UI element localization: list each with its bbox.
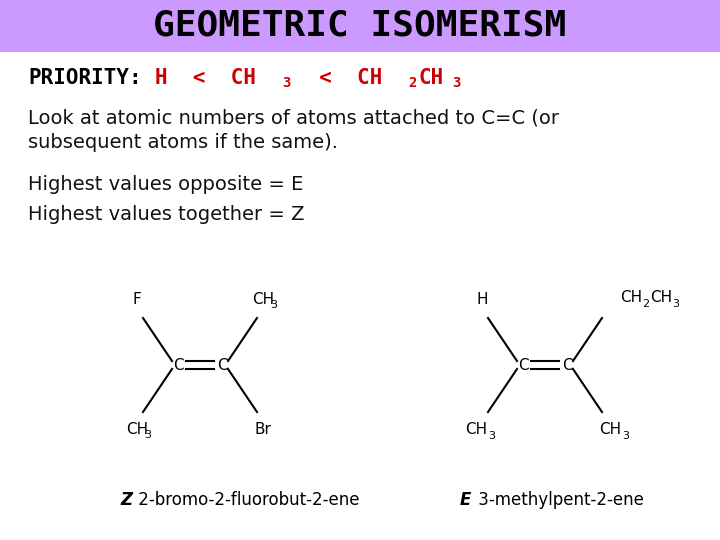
- Text: CH: CH: [620, 291, 642, 306]
- Text: 3: 3: [623, 431, 629, 441]
- Text: C: C: [217, 357, 228, 373]
- Text: 3: 3: [271, 300, 277, 310]
- Text: CH: CH: [599, 422, 621, 437]
- Text: E: E: [460, 491, 472, 509]
- Text: Br: Br: [255, 422, 271, 437]
- Text: F: F: [132, 293, 141, 307]
- Text: C: C: [562, 357, 572, 373]
- Text: CH: CH: [126, 422, 148, 437]
- Text: Highest values opposite = E: Highest values opposite = E: [28, 176, 303, 194]
- Text: H: H: [476, 293, 487, 307]
- Text: GEOMETRIC ISOMERISM: GEOMETRIC ISOMERISM: [153, 9, 567, 43]
- Text: C: C: [518, 357, 528, 373]
- Text: Look at atomic numbers of atoms attached to C=C (or: Look at atomic numbers of atoms attached…: [28, 109, 559, 127]
- Text: C: C: [173, 357, 184, 373]
- Text: 3: 3: [282, 76, 290, 90]
- Text: 3: 3: [672, 299, 679, 309]
- Text: CH: CH: [650, 291, 672, 306]
- Text: subsequent atoms if the same).: subsequent atoms if the same).: [28, 133, 338, 152]
- Text: <  CH: < CH: [294, 68, 382, 88]
- Text: 2: 2: [642, 299, 649, 309]
- Text: 3-methylpent-2-ene: 3-methylpent-2-ene: [473, 491, 644, 509]
- Text: 2: 2: [408, 76, 416, 90]
- Text: CH: CH: [252, 293, 274, 307]
- Text: 3: 3: [145, 430, 151, 440]
- Text: H  <  CH: H < CH: [155, 68, 256, 88]
- Text: Highest values together = Z: Highest values together = Z: [28, 206, 305, 225]
- Bar: [0, 0, 720, 52]
- Text: 2-bromo-2-fluorobut-2-ene: 2-bromo-2-fluorobut-2-ene: [133, 491, 359, 509]
- Text: 3: 3: [488, 431, 495, 441]
- Text: Z: Z: [120, 491, 132, 509]
- Text: PRIORITY:: PRIORITY:: [28, 68, 142, 88]
- Text: CH: CH: [465, 422, 487, 437]
- Text: 3: 3: [452, 76, 460, 90]
- Text: CH: CH: [419, 68, 444, 88]
